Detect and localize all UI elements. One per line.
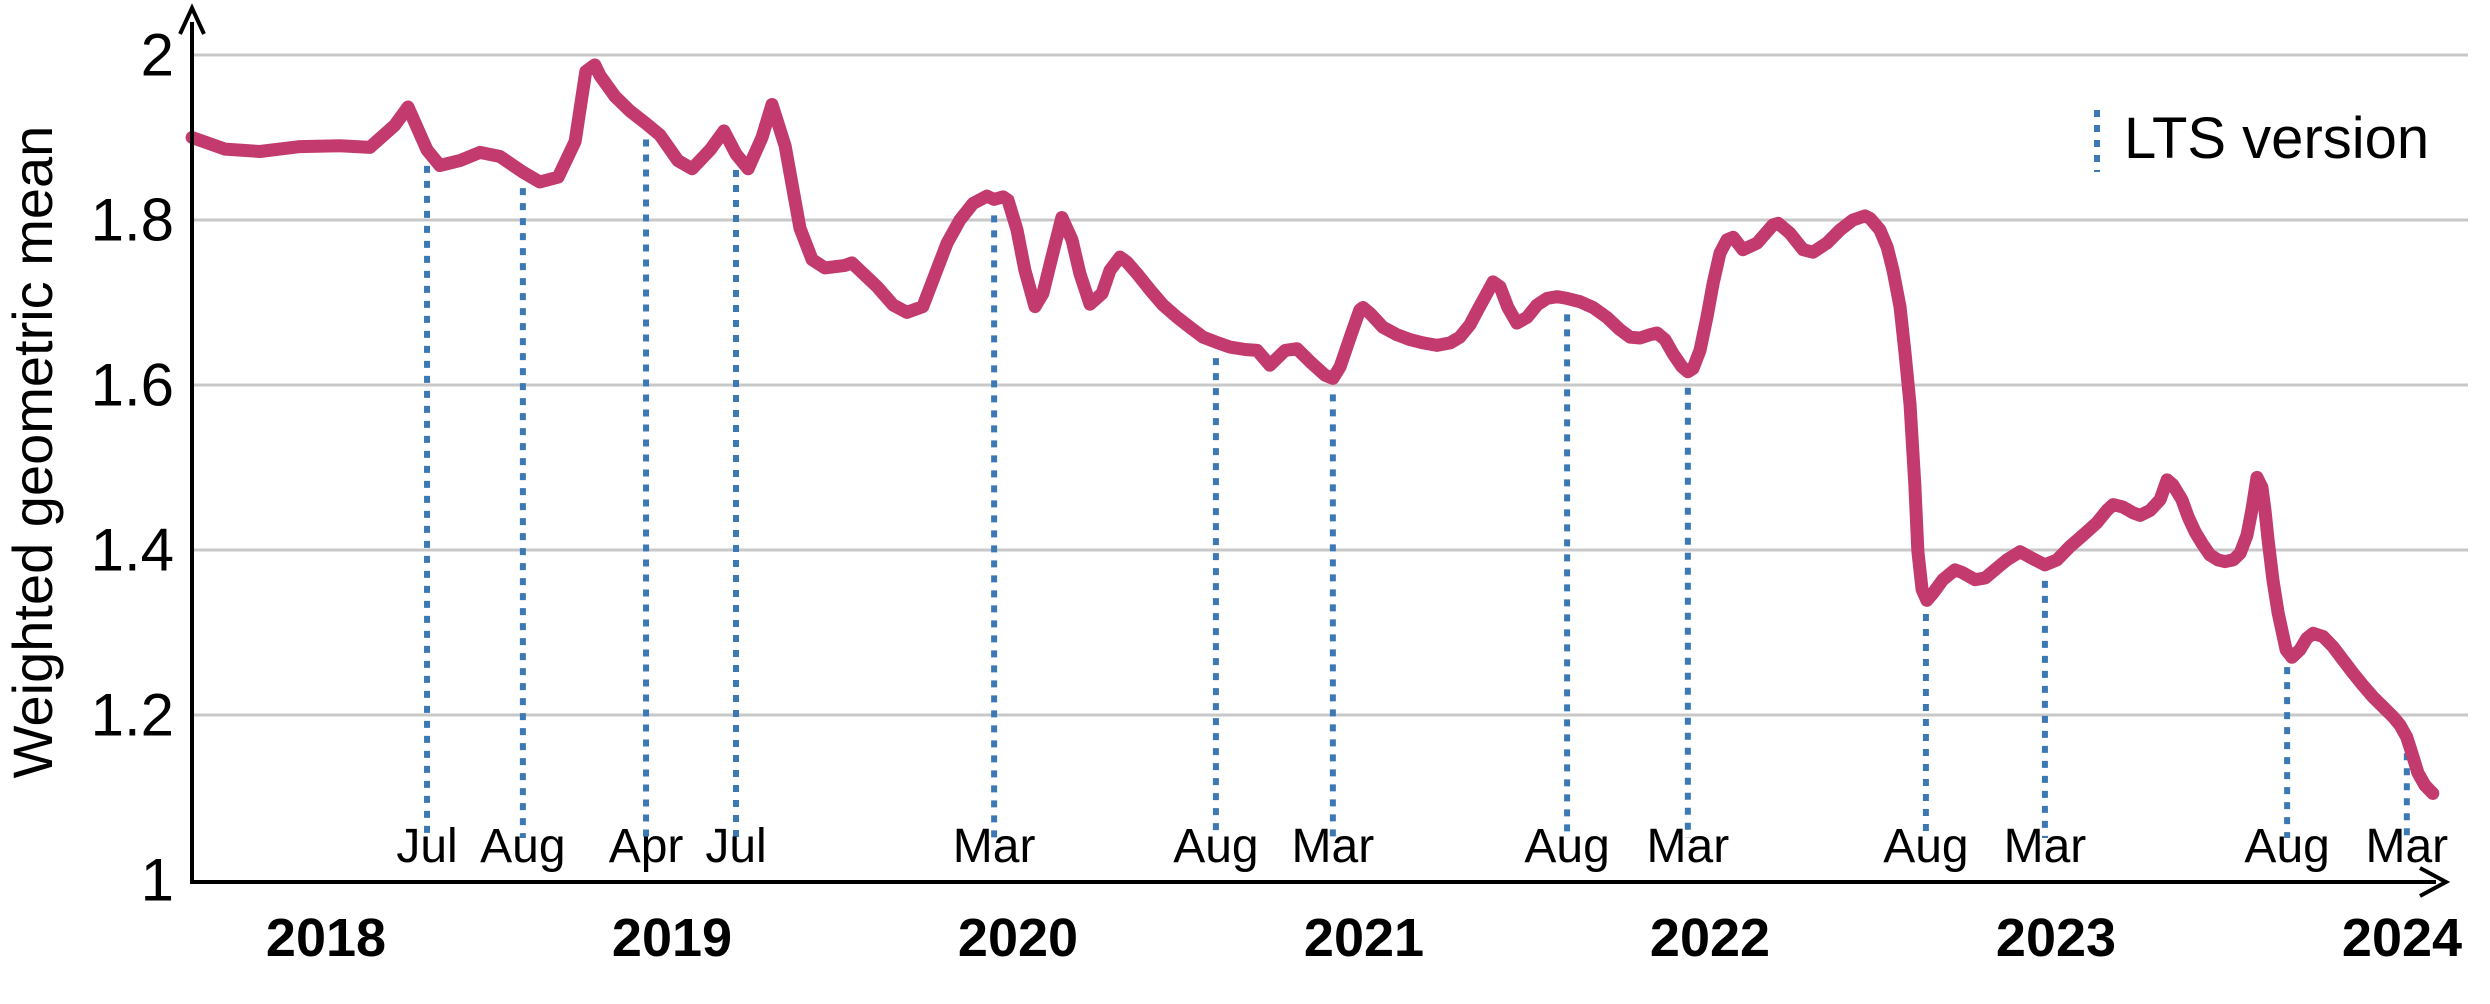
x-tick-label: 2023: [1996, 908, 2116, 968]
lts-month-labels: Jul Aug Apr Jul Mar Aug Mar Aug Mar Aug Mar Aug Mar: [396, 820, 2448, 873]
series-line: [185, 58, 2440, 800]
x-tick-label: 2021: [1304, 908, 1424, 968]
axes: [178, 3, 2451, 898]
x-tick-label: 2019: [612, 908, 732, 968]
y-axis-title: Weighted geometric mean: [1, 126, 64, 779]
x-tick-label: 2020: [958, 908, 1078, 968]
lts-month-label: Mar: [2004, 820, 2087, 873]
y-tick-labels: 2 1.8 1.6 1.4 1.2 1: [91, 22, 174, 914]
x-tick-label: 2024: [2342, 908, 2462, 968]
lts-month-label: Mar: [953, 820, 1036, 873]
lts-month-label: Jul: [396, 820, 457, 873]
y-tick-label: 1.4: [91, 517, 174, 584]
x-year-labels: 2018 2019 2020 2021 2022 2023 2024: [266, 908, 2462, 968]
legend-label: LTS version: [2124, 106, 2429, 171]
lts-month-label: Aug: [1524, 820, 1609, 873]
x-tick-label: 2022: [1650, 908, 1770, 968]
y-tick-label: 1.2: [91, 682, 174, 749]
lts-month-label: Apr: [609, 820, 684, 873]
y-axis-arrowhead-icon: [178, 3, 206, 35]
lts-month-label: Mar: [2366, 820, 2449, 873]
y-tick-label: 2: [141, 22, 174, 89]
y-tick-label: 1.8: [91, 187, 174, 254]
lts-month-label: Aug: [2244, 820, 2329, 873]
x-axis-arrowhead-icon: [2419, 866, 2451, 898]
x-tick-label: 2018: [266, 908, 386, 968]
lts-month-label: Mar: [1292, 820, 1375, 873]
lts-month-label: Aug: [1883, 820, 1968, 873]
y-tick-label: 1: [141, 847, 174, 914]
lts-month-label: Jul: [705, 820, 766, 873]
lts-month-label: Aug: [480, 820, 565, 873]
lts-month-label: Aug: [1173, 820, 1258, 873]
lts-marker-lines: [424, 139, 2410, 838]
legend: LTS version: [2094, 106, 2429, 172]
lts-month-label: Mar: [1647, 820, 1730, 873]
y-tick-label: 1.6: [91, 352, 174, 419]
